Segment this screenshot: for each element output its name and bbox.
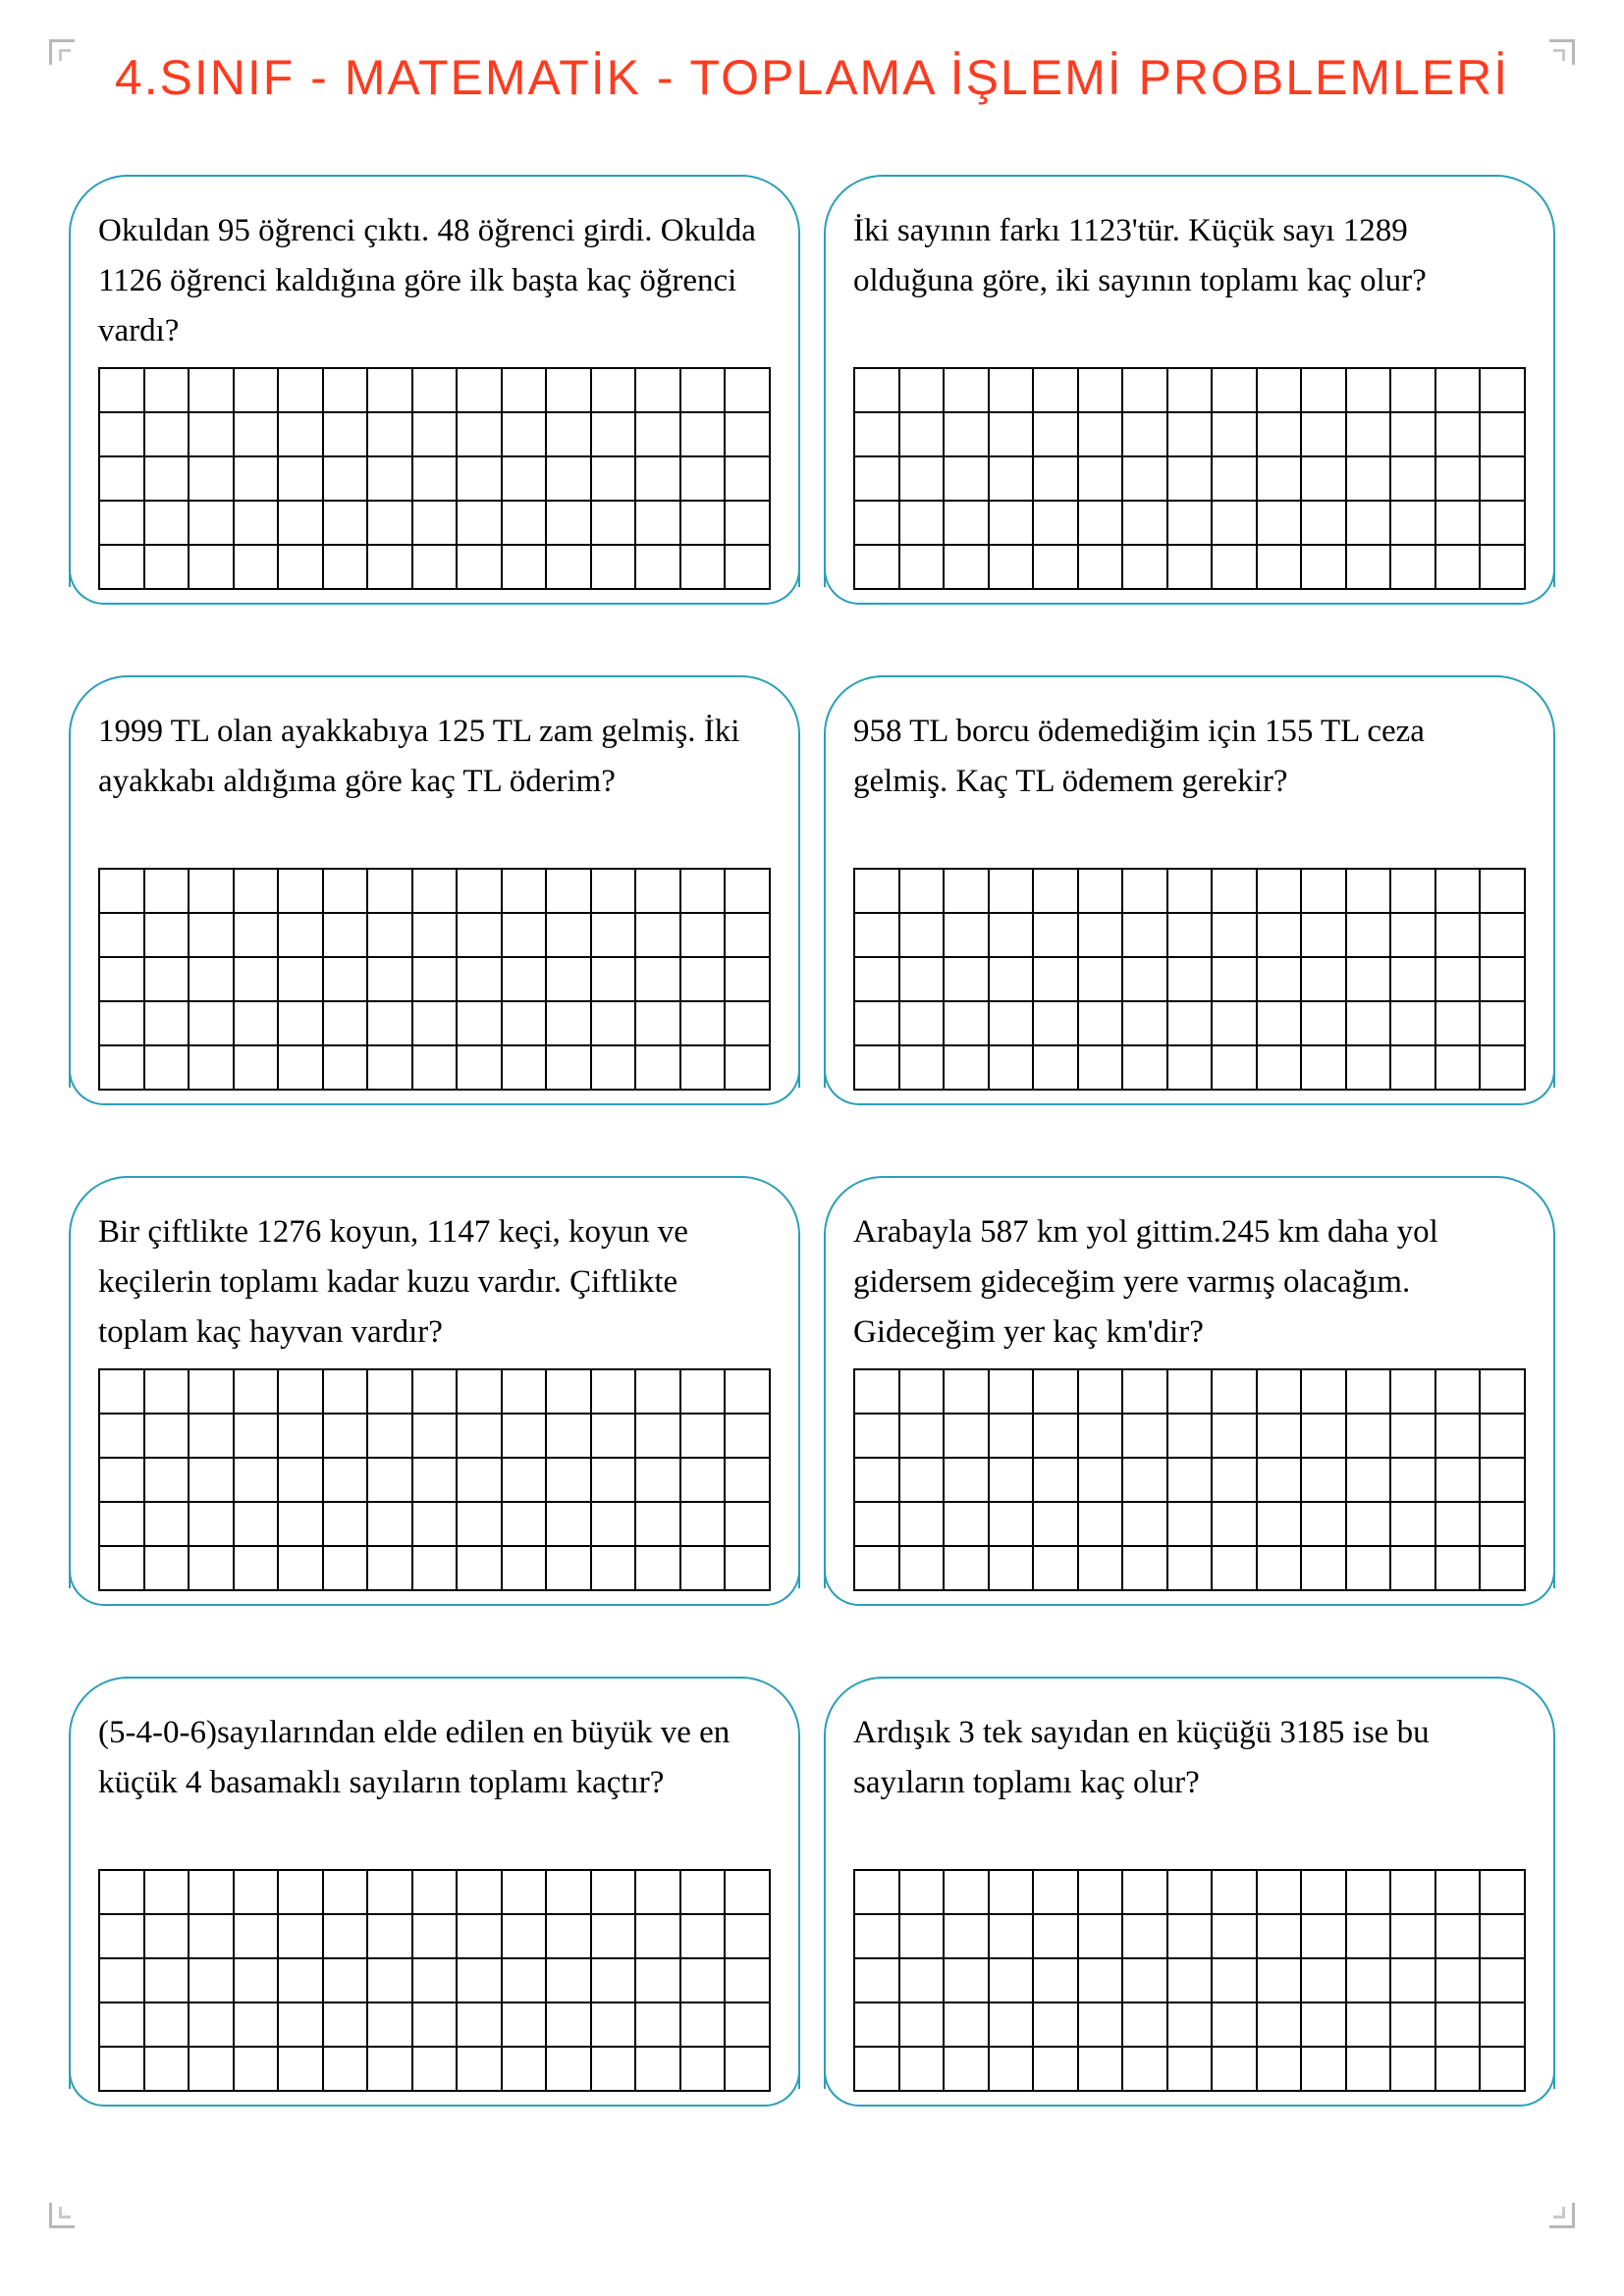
problem-text: 1999 TL olan ayakkabıya 125 TL zam gelmi…: [98, 707, 771, 864]
problem-text: Arabayla 587 km yol gittim.245 km daha y…: [853, 1207, 1526, 1364]
problem-card-5: Bir çiftlikte 1276 koyun, 1147 keçi, koy…: [69, 1176, 800, 1588]
work-grid[interactable]: [98, 868, 771, 1091]
work-grid[interactable]: [853, 1368, 1526, 1591]
problem-text: 958 TL borcu ödemediğim için 155 TL ceza…: [853, 707, 1526, 864]
problem-text: (5-4-0-6)sayılarından elde edilen en büy…: [98, 1708, 771, 1865]
problem-text: Bir çiftlikte 1276 koyun, 1147 keçi, koy…: [98, 1207, 771, 1364]
problem-text: Ardışık 3 tek sayıdan en küçüğü 3185 ise…: [853, 1708, 1526, 1865]
work-grid[interactable]: [98, 1368, 771, 1591]
corner-mark-inner: [59, 49, 71, 61]
problem-card-3: 1999 TL olan ayakkabıya 125 TL zam gelmi…: [69, 675, 800, 1088]
problems-grid: Okuldan 95 öğrenci çıktı. 48 öğrenci gir…: [49, 175, 1575, 2089]
problem-card-1: Okuldan 95 öğrenci çıktı. 48 öğrenci gir…: [69, 175, 800, 587]
problem-card-8: Ardışık 3 tek sayıdan en küçüğü 3185 ise…: [824, 1677, 1555, 2089]
corner-mark-inner: [59, 2207, 71, 2218]
problem-card-6: Arabayla 587 km yol gittim.245 km daha y…: [824, 1176, 1555, 1588]
worksheet-page: 4.SINIF - MATEMATİK - TOPLAMA İŞLEMİ PRO…: [49, 39, 1575, 2228]
problem-text: İki sayının farkı 1123'tür. Küçük sayı 1…: [853, 206, 1526, 363]
corner-mark-inner: [1553, 2207, 1565, 2218]
problem-card-2: İki sayının farkı 1123'tür. Küçük sayı 1…: [824, 175, 1555, 587]
work-grid[interactable]: [98, 1869, 771, 2092]
corner-mark-inner: [1553, 49, 1565, 61]
work-grid[interactable]: [853, 1869, 1526, 2092]
work-grid[interactable]: [98, 367, 771, 590]
page-title: 4.SINIF - MATEMATİK - TOPLAMA İŞLEMİ PRO…: [49, 49, 1575, 106]
problem-card-4: 958 TL borcu ödemediğim için 155 TL ceza…: [824, 675, 1555, 1088]
work-grid[interactable]: [853, 367, 1526, 590]
problem-text: Okuldan 95 öğrenci çıktı. 48 öğrenci gir…: [98, 206, 771, 363]
work-grid[interactable]: [853, 868, 1526, 1091]
problem-card-7: (5-4-0-6)sayılarından elde edilen en büy…: [69, 1677, 800, 2089]
